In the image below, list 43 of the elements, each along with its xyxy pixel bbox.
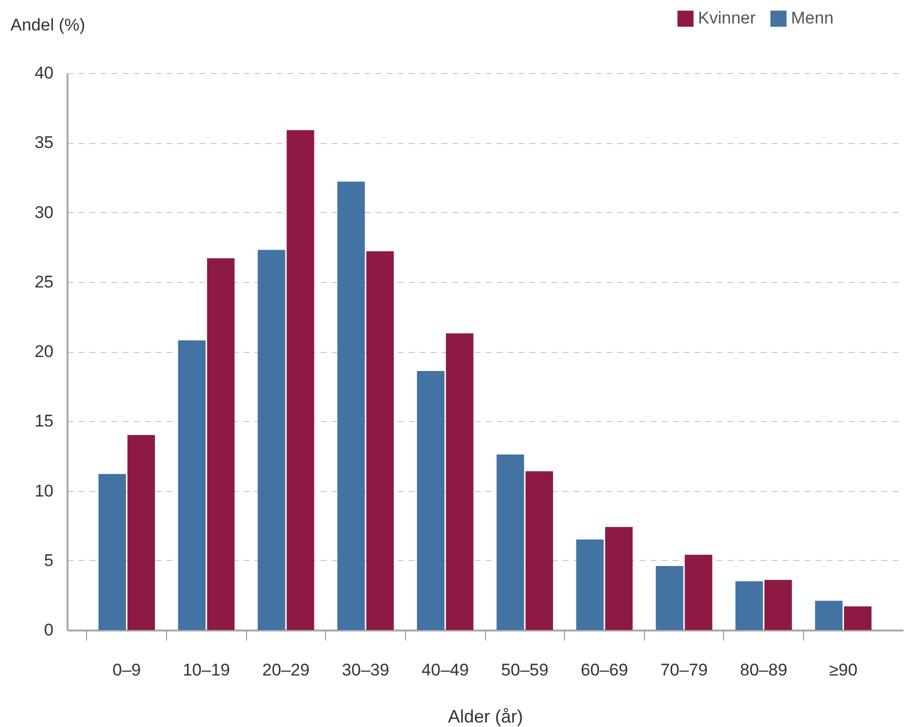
y-tick-label: 5	[44, 550, 54, 570]
legend-label: Kvinner	[698, 8, 756, 28]
y-tick-label: 0	[44, 620, 54, 640]
y-axis-title: Andel (%)	[10, 16, 86, 34]
bar	[764, 580, 792, 630]
x-tick-label: 30–39	[342, 660, 390, 680]
x-tick-label: 10–19	[182, 660, 230, 680]
bar	[656, 566, 684, 630]
bar	[178, 340, 206, 630]
bar	[416, 370, 444, 630]
bar	[366, 251, 394, 630]
bar	[98, 474, 126, 630]
bar	[127, 435, 155, 630]
y-tick-label: 10	[34, 481, 54, 500]
y-tick-label: 15	[34, 412, 54, 431]
bar	[286, 130, 314, 630]
x-axis-title: Alder (år)	[448, 706, 524, 726]
bar	[844, 606, 872, 630]
bar	[446, 333, 474, 630]
x-tick-label: 0–9	[112, 660, 141, 680]
x-tick-label: 50–59	[501, 660, 548, 680]
x-tick-label: 60–69	[580, 660, 628, 680]
legend-label: Menn	[791, 8, 834, 28]
bar	[605, 526, 633, 630]
bar	[526, 471, 554, 630]
bar	[337, 182, 365, 630]
bar	[684, 554, 712, 630]
y-tick-label: 25	[34, 272, 54, 292]
x-tick-label: 80–89	[740, 660, 788, 680]
y-tick-label: 40	[34, 64, 54, 82]
x-tick-label: 20–29	[262, 660, 310, 680]
bar	[258, 250, 286, 630]
bar	[496, 454, 524, 630]
bar	[815, 600, 843, 630]
bar	[735, 581, 763, 630]
x-tick-label: 70–79	[660, 660, 708, 680]
y-tick-label: 20	[34, 342, 54, 361]
y-tick-label: 30	[34, 202, 54, 222]
y-tick-label: 35	[34, 133, 54, 152]
bar	[576, 539, 604, 630]
bar	[207, 258, 235, 630]
x-tick-label: 40–49	[422, 660, 469, 680]
x-tick-label: ≥90	[829, 660, 858, 680]
